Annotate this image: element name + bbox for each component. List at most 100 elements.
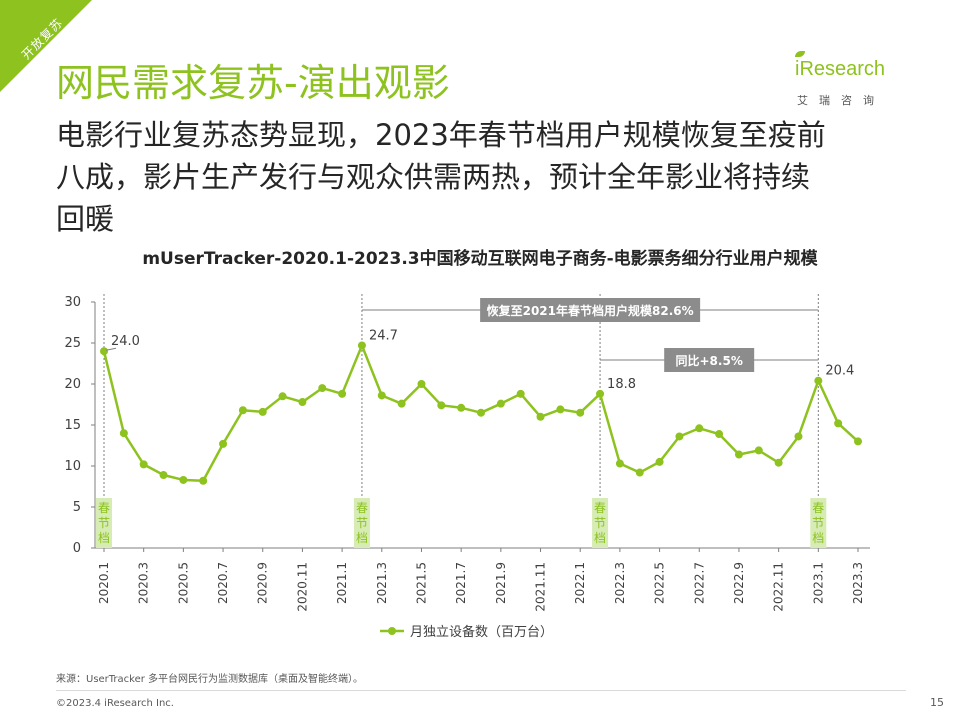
legend-swatch-marker <box>388 627 396 635</box>
data-point <box>139 460 148 469</box>
x-tick-label: 2021.11 <box>534 562 548 612</box>
data-point <box>179 475 188 484</box>
x-tick-label: 2023.3 <box>851 562 865 604</box>
data-point <box>635 468 644 477</box>
subtitle-line: 回暖 <box>56 202 115 236</box>
data-label: 24.7 <box>369 328 398 343</box>
data-point <box>318 384 327 393</box>
data-point <box>536 412 545 421</box>
data-point <box>159 471 168 480</box>
data-point <box>774 458 783 467</box>
chart-title: mUserTracker-2020.1-2023.3中国移动互联网电子商务-电影… <box>142 249 818 269</box>
festival-badge <box>592 498 609 548</box>
data-point <box>357 341 366 350</box>
festival-badge <box>96 498 112 548</box>
x-tick-label: 2022.11 <box>772 562 786 612</box>
festival-badge-char: 节 <box>356 516 368 530</box>
x-tick-label: 2021.9 <box>494 562 508 604</box>
logo-leaf-icon <box>795 51 805 57</box>
copyright: ©2023.4 iResearch Inc. <box>56 698 174 709</box>
x-tick-label: 2022.3 <box>613 562 627 604</box>
x-tick-label: 2020.7 <box>216 562 230 604</box>
page-subtitle: 电影行业复苏态势显现，2023年春节档用户规模恢复至疫前 八成，影片生产发行与观… <box>56 114 926 240</box>
festival-badge-char: 档 <box>594 531 606 545</box>
footer-divider <box>56 690 906 691</box>
y-tick-label: 0 <box>73 541 81 556</box>
x-tick-label: 2020.3 <box>137 562 151 604</box>
data-point <box>278 392 287 401</box>
x-tick-label: 2022.7 <box>692 562 706 604</box>
callout-text: 同比+8.5% <box>676 353 743 368</box>
x-tick-label: 2021.5 <box>414 562 428 604</box>
data-point <box>298 398 307 407</box>
data-point <box>199 476 208 485</box>
data-point <box>437 401 446 410</box>
y-tick-label: 30 <box>64 295 81 310</box>
logo-wordmark: iResearch <box>795 58 886 80</box>
y-tick-label: 10 <box>64 459 81 474</box>
data-point <box>814 376 823 385</box>
data-point <box>516 389 525 398</box>
festival-badge-char: 档 <box>356 531 368 545</box>
data-label: 18.8 <box>607 377 636 392</box>
data-point <box>754 446 763 455</box>
x-tick-label: 2021.7 <box>454 562 468 604</box>
data-point <box>417 380 426 388</box>
data-point <box>477 408 485 417</box>
data-point <box>238 406 247 415</box>
festival-badge-char: 春 <box>594 501 606 515</box>
festival-badge <box>353 498 370 548</box>
y-tick-label: 5 <box>73 500 81 515</box>
data-point <box>834 419 843 428</box>
data-point <box>457 403 466 412</box>
data-point <box>734 450 743 459</box>
page-number: 15 <box>930 696 944 709</box>
data-point <box>496 399 505 408</box>
y-tick-label: 25 <box>64 336 81 351</box>
data-point <box>338 389 347 398</box>
y-tick-label: 20 <box>64 377 81 392</box>
x-tick-label: 2021.1 <box>335 562 349 604</box>
data-point <box>655 457 664 466</box>
subtitle-line: 电影行业复苏态势显现，2023年春节档用户规模恢复至疫前 <box>56 118 826 152</box>
data-point <box>258 407 267 416</box>
data-point <box>119 429 128 438</box>
iresearch-logo: iResearch 艾瑞咨询 <box>795 51 915 108</box>
data-point <box>794 432 803 441</box>
data-label: 20.4 <box>825 364 854 379</box>
source-note: 来源：UserTracker 多平台网民行为监测数据库（桌面及智能终端）。 <box>56 674 364 685</box>
x-tick-label: 2020.1 <box>97 562 111 604</box>
data-point <box>397 399 406 408</box>
festival-badge-char: 档 <box>98 531 110 545</box>
data-point <box>695 424 704 433</box>
x-tick-label: 2021.3 <box>375 562 389 604</box>
festival-badge-char: 节 <box>98 516 110 530</box>
festival-badge-char: 节 <box>594 516 606 530</box>
data-point <box>854 437 862 446</box>
corner-ribbon <box>0 0 92 92</box>
logo-subtitle: 艾瑞咨询 <box>797 94 885 107</box>
data-point <box>615 459 624 468</box>
data-point <box>556 405 565 414</box>
page-title: 网民需求复苏-演出观影 <box>56 61 450 105</box>
data-label-leader <box>105 347 117 351</box>
callout-box <box>480 298 701 322</box>
legend-label: 月独立设备数（百万台） <box>410 624 553 640</box>
festival-badge <box>810 498 827 548</box>
festival-badge-char: 春 <box>812 501 824 515</box>
data-point <box>576 408 585 417</box>
data-point <box>219 439 228 448</box>
x-tick-label: 2022.1 <box>573 562 587 604</box>
y-tick-label: 15 <box>64 418 81 433</box>
data-label: 24.0 <box>111 334 140 349</box>
festival-badge-char: 档 <box>812 531 824 545</box>
x-tick-label: 2020.9 <box>256 562 270 604</box>
festival-badge-char: 春 <box>356 501 368 515</box>
data-point <box>377 391 386 400</box>
callout-text: 恢复至2021年春节档用户规模82.6% <box>487 303 694 318</box>
x-tick-label: 2020.5 <box>176 562 190 604</box>
data-point <box>715 430 724 439</box>
x-tick-label: 2023.1 <box>811 562 825 604</box>
subtitle-line: 八成，影片生产发行与观众供需两热，预计全年影业将持续 <box>56 160 811 194</box>
data-point <box>100 347 108 356</box>
